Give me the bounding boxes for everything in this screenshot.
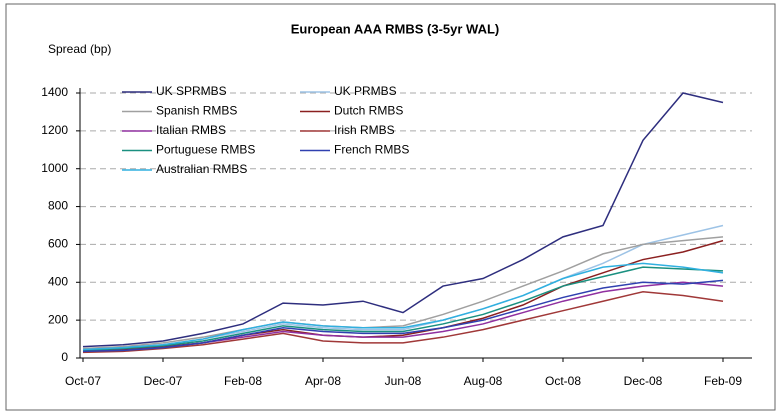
- y-tick-label: 0: [61, 350, 68, 364]
- x-tick-label: Apr-08: [305, 374, 341, 388]
- x-tick-label: Oct-08: [545, 374, 581, 388]
- x-tick-label: Dec-08: [624, 374, 663, 388]
- legend-label: Italian RMBS: [156, 123, 226, 137]
- series-line: [82, 92, 724, 348]
- y-tick-label: 1200: [41, 123, 68, 137]
- x-tick-label: Jun-08: [385, 374, 422, 388]
- series-line: [82, 236, 724, 350]
- x-tick-label: Feb-08: [224, 374, 262, 388]
- legend-label: Australian RMBS: [156, 162, 247, 176]
- y-tick-label: 400: [48, 274, 68, 288]
- series-line: [82, 266, 724, 352]
- series-line: [82, 290, 724, 354]
- series-line: [82, 262, 724, 351]
- x-tick-label: Aug-08: [464, 374, 503, 388]
- y-axis-label: Spread (bp): [48, 42, 111, 56]
- legend-label: Dutch RMBS: [334, 104, 403, 118]
- y-tick-label: 200: [48, 312, 68, 326]
- legend-label: Portuguese RMBS: [156, 143, 255, 157]
- legend-label: French RMBS: [334, 143, 409, 157]
- x-tick-label: Feb-09: [704, 374, 742, 388]
- y-tick-label: 600: [48, 237, 68, 251]
- chart-title: European AAA RMBS (3-5yr WAL): [291, 21, 500, 36]
- y-tick-label: 1000: [41, 161, 68, 175]
- legend-label: Spanish RMBS: [156, 104, 237, 118]
- series-line: [82, 279, 724, 353]
- x-tick-label: Dec-07: [144, 374, 183, 388]
- x-tick-label: Oct-07: [65, 374, 101, 388]
- legend-label: UK SPRMBS: [156, 84, 227, 98]
- legend-label: Irish RMBS: [334, 123, 395, 137]
- y-tick-label: 800: [48, 199, 68, 213]
- y-tick-label: 1400: [41, 85, 68, 99]
- legend-label: UK PRMBS: [334, 84, 397, 98]
